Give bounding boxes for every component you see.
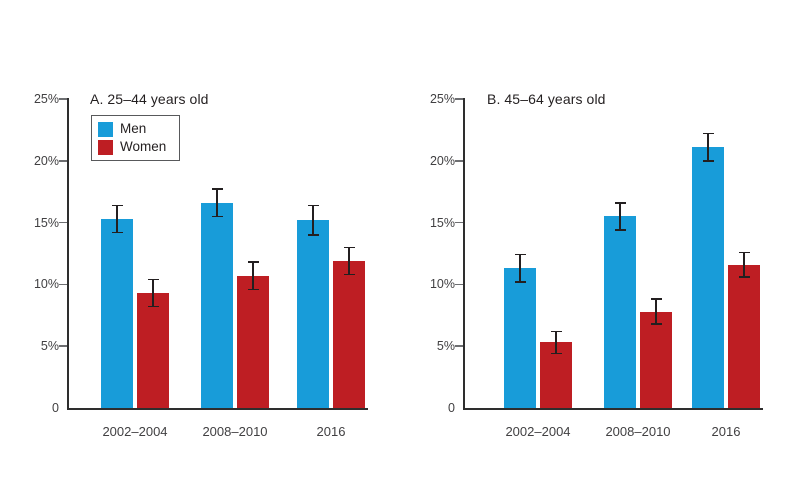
legend-label-women: Women	[120, 139, 167, 154]
x-tick-label: 2002–2004	[505, 424, 571, 439]
y-tick	[59, 98, 67, 100]
x-tick-label: 2002–2004	[102, 424, 168, 439]
bar-men-2	[201, 202, 233, 408]
y-tick-label: 0	[52, 401, 59, 415]
error-bar-line	[707, 133, 709, 161]
error-bar-line	[216, 189, 218, 217]
y-tick	[455, 345, 463, 347]
bar-men-3	[297, 220, 329, 408]
y-tick	[455, 98, 463, 100]
legend: Men Women	[91, 115, 181, 161]
error-bar-line	[619, 202, 621, 230]
panel-b-title: B. 45–64 years old	[487, 91, 606, 107]
y-tick-label: 10%	[33, 277, 59, 292]
error-bar-cap-top	[247, 261, 259, 263]
y-tick-label: 5%	[40, 339, 59, 354]
y-tick-label: 5%	[436, 339, 455, 354]
y-tick	[455, 283, 463, 286]
x-tick-label: 2008–2010	[605, 424, 671, 439]
y-tick-label: 25%	[33, 92, 59, 106]
y-tick	[59, 221, 67, 224]
bar-women-2	[640, 311, 672, 408]
y-axis	[463, 98, 465, 409]
bar-women-1	[137, 293, 169, 408]
error-bar-cap-bottom	[614, 229, 626, 231]
legend-item-men: Men	[98, 121, 166, 137]
y-tick-label: 25%	[429, 92, 455, 106]
error-bar-cap-bottom	[702, 160, 714, 162]
panel-a-title: A. 25–44 years old	[90, 91, 209, 107]
legend-item-women: Women	[98, 139, 166, 155]
bar-men-1	[101, 218, 133, 408]
error-bar-cap-top	[738, 251, 750, 253]
error-bar-line	[743, 252, 745, 277]
error-bar-line	[252, 262, 254, 290]
error-bar-cap-bottom	[211, 215, 223, 218]
error-bar-line	[312, 205, 314, 235]
error-bar-line	[116, 205, 118, 233]
y-tick	[455, 221, 463, 224]
y-tick	[59, 345, 67, 347]
y-tick-label: 0	[448, 401, 455, 415]
bar-women-3	[333, 260, 365, 408]
x-tick-label: 2016	[316, 424, 346, 439]
error-bar-cap-bottom	[247, 288, 259, 291]
bar-men-2	[604, 216, 636, 408]
y-tick-label: 10%	[429, 277, 455, 292]
error-bar-cap-bottom	[550, 352, 562, 355]
y-tick	[455, 160, 463, 162]
y-tick-label: 20%	[429, 153, 455, 168]
error-bar-cap-top	[650, 298, 662, 300]
x-axis	[67, 408, 368, 410]
error-bar-cap-top	[514, 253, 526, 256]
error-bar-cap-top	[307, 204, 319, 207]
error-bar-cap-bottom	[650, 323, 662, 325]
x-tick-label: 2008–2010	[202, 424, 268, 439]
error-bar-cap-top	[614, 202, 626, 204]
error-bar-cap-top	[550, 330, 562, 333]
y-tick-label: 15%	[429, 215, 455, 230]
error-bar-cap-top	[343, 246, 355, 249]
error-bar-cap-bottom	[307, 234, 319, 236]
y-tick	[59, 283, 67, 286]
error-bar-line	[348, 247, 350, 275]
women-color-swatch	[98, 139, 113, 155]
error-bar-cap-top	[111, 204, 123, 207]
y-tick-label: 15%	[33, 215, 59, 230]
error-bar-cap-bottom	[111, 231, 123, 234]
error-bar-line	[555, 331, 557, 354]
men-color-swatch	[98, 121, 113, 137]
error-bar-line	[152, 279, 154, 307]
bar-women-3	[728, 264, 760, 408]
error-bar-line	[519, 254, 521, 282]
bar-men-1	[504, 268, 536, 408]
error-bar-cap-top	[147, 278, 159, 281]
error-bar-cap-top	[702, 132, 714, 135]
error-bar-cap-top	[211, 188, 223, 190]
x-tick-label: 2016	[711, 424, 741, 439]
y-tick-label: 20%	[33, 153, 59, 168]
bar-men-3	[692, 147, 724, 408]
error-bar-cap-bottom	[343, 273, 355, 276]
error-bar-cap-bottom	[738, 276, 750, 278]
error-bar-cap-bottom	[514, 281, 526, 283]
legend-label-men: Men	[120, 121, 147, 136]
x-axis	[463, 408, 763, 410]
error-bar-cap-bottom	[147, 305, 159, 308]
error-bar-line	[655, 299, 657, 324]
bar-women-2	[237, 275, 269, 408]
y-tick	[59, 160, 67, 162]
y-axis	[67, 98, 69, 409]
